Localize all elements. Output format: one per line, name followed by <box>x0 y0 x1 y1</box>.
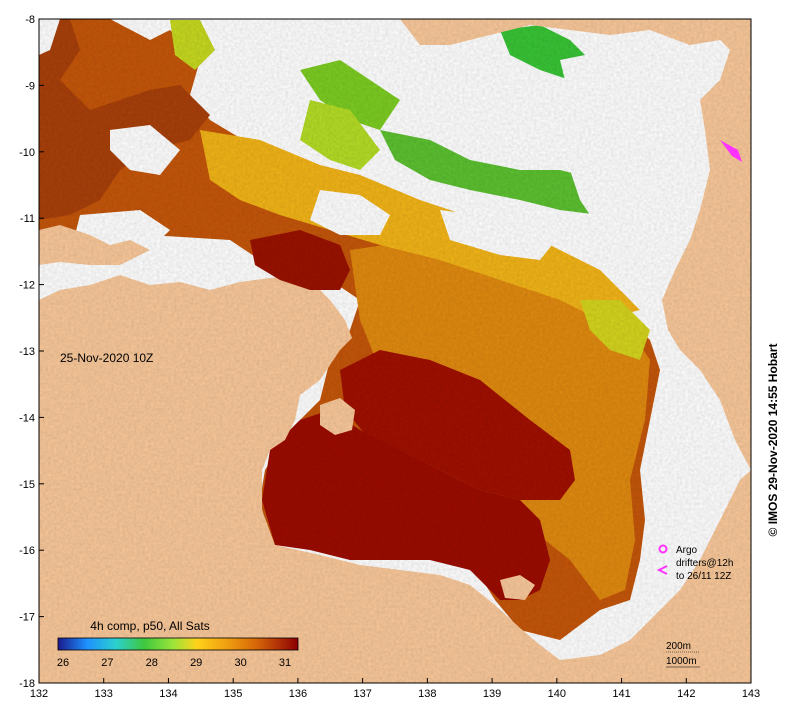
lat-tick-label: -18 <box>19 678 35 690</box>
latitude-axis: -8 -9 -10 -11 -12 -13 -14 -15 -16 -17 -18 <box>19 14 44 690</box>
lon-tick-label: 133 <box>95 688 113 700</box>
lon-tick-label: 135 <box>224 688 242 700</box>
lat-tick-label: -11 <box>20 213 35 225</box>
lat-tick-label: -13 <box>19 346 35 358</box>
argo-label: Argo <box>676 545 698 556</box>
colorbar-ramp <box>57 637 299 651</box>
lon-tick-label: 140 <box>548 688 566 700</box>
lat-tick-label: -17 <box>19 612 35 624</box>
colorbar-ticks: 26 27 28 29 30 31 <box>57 657 291 669</box>
drifter-track-mark <box>720 140 742 162</box>
lat-tick-label: -8 <box>25 14 35 26</box>
argo-marker-icon <box>658 544 668 554</box>
colorbar: 4h comp, p50, All Sats 26 27 28 29 30 31 <box>57 619 299 669</box>
colorbar-tick-label: 26 <box>57 657 69 669</box>
lat-tick-label: -10 <box>19 147 35 159</box>
lat-tick-label: -16 <box>19 545 35 557</box>
lon-tick-label: 136 <box>289 688 307 700</box>
credit-label: © IMOS 29-Nov-2020 14:55 Hobart <box>766 344 780 537</box>
lat-tick-label: -9 <box>25 80 35 92</box>
drifters-label-2: to 26/11 12Z <box>676 571 731 582</box>
drifters-label-1: drifters@12h <box>676 558 733 569</box>
lon-tick-label: 143 <box>742 688 760 700</box>
colorbar-tick-label: 30 <box>234 657 246 669</box>
lon-tick-label: 138 <box>418 688 436 700</box>
longitude-axis: 132 133 134 135 136 137 138 139 140 141 142 143 <box>30 678 760 700</box>
depth-contour-legend: 200m 1000m <box>666 641 700 668</box>
lon-tick-label: 137 <box>353 688 371 700</box>
colorbar-tick-label: 29 <box>190 657 202 669</box>
colorbar-title: 4h comp, p50, All Sats <box>90 619 209 633</box>
lon-tick-label: 142 <box>677 688 695 700</box>
lon-tick-label: 139 <box>483 688 501 700</box>
depth-label-1000: 1000m <box>666 656 697 667</box>
lon-tick-label: 141 <box>612 688 630 700</box>
lon-tick-label: 132 <box>30 688 48 700</box>
lon-tick-label: 134 <box>159 688 177 700</box>
lat-tick-label: -14 <box>19 412 35 424</box>
drifter-track-icon <box>656 565 668 575</box>
date-label: 25-Nov-2020 10Z <box>60 351 153 365</box>
colorbar-tick-label: 31 <box>279 657 291 669</box>
colorbar-tick-label: 28 <box>146 657 158 669</box>
lat-tick-label: -15 <box>19 479 35 491</box>
colorbar-tick-label: 27 <box>101 657 113 669</box>
texture-overlay <box>39 19 751 683</box>
drifter-legend: Argo drifters@12h to 26/11 12Z <box>656 544 733 582</box>
depth-label-200: 200m <box>666 641 691 652</box>
lat-tick-label: -12 <box>19 280 35 292</box>
